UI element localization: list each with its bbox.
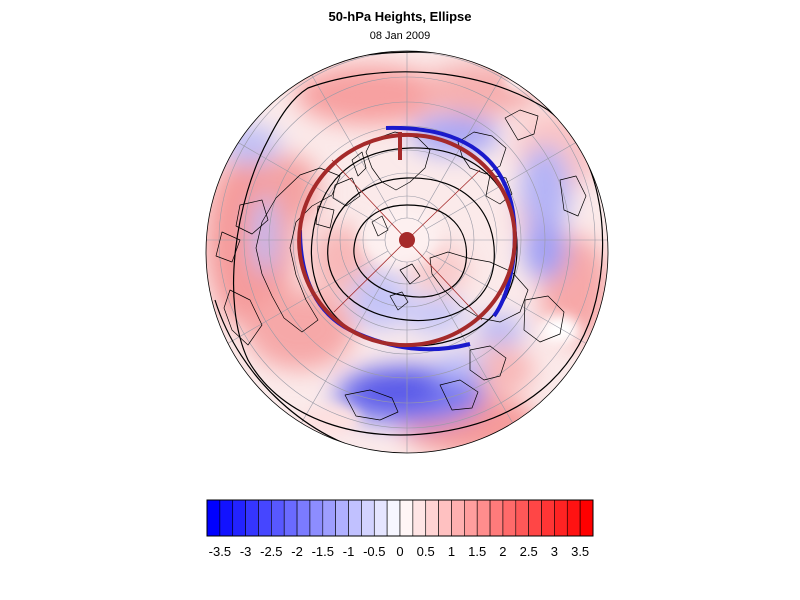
anomaly-field [206, 51, 608, 453]
colorbar-swatch [528, 499, 542, 537]
colorbar-tick-label: 0 [396, 544, 404, 559]
colorbar-swatch [554, 499, 568, 537]
colorbar-tick-label: -0.5 [363, 544, 386, 559]
colorbar-swatch [399, 499, 414, 537]
colorbar-swatch [271, 499, 285, 537]
colorbar-tick-label: -1 [342, 544, 355, 559]
colorbar-tick-label: -2.5 [260, 544, 283, 559]
colorbar-swatch [296, 499, 311, 537]
colorbar-swatch [245, 499, 259, 537]
colorbar-swatch [451, 499, 465, 537]
colorbar-swatch [438, 499, 452, 537]
colorbar-swatch [348, 499, 362, 537]
colorbar-tick-label: 3 [550, 544, 559, 559]
chart-title: 50-hPa Heights, Ellipse [328, 9, 472, 24]
colorbar-frame [206, 499, 594, 537]
colorbar-swatch [309, 499, 324, 537]
colorbar-swatch [566, 499, 581, 537]
meridian-line [286, 258, 397, 448]
colorbar-swatch [464, 499, 478, 537]
meridian-line [206, 250, 389, 361]
colorbar-tick-label: 0.5 [416, 544, 435, 559]
colorbar-tick-label: 2.5 [519, 544, 538, 559]
colorbar-swatch [412, 499, 427, 537]
colorbar-swatch [476, 499, 491, 537]
colorbar-tick-label: -1.5 [311, 544, 334, 559]
colorbar-swatch [232, 499, 246, 537]
colorbar-swatch [579, 499, 594, 537]
colorbar-swatch [515, 499, 529, 537]
colorbar-swatch [219, 499, 234, 537]
meridian-line [425, 250, 608, 361]
colorbar-tick-label: -3.5 [208, 544, 232, 559]
globe-outline [205, 50, 609, 454]
meridian-line [417, 258, 528, 448]
colorbar-tick-label: -2 [291, 544, 303, 559]
colorbar-swatch [489, 499, 504, 537]
colorbar-tick-label: -3 [239, 544, 252, 559]
colorbar-swatch [335, 499, 349, 537]
colorbar-swatch [206, 499, 221, 537]
colorbar-swatch [258, 499, 272, 537]
colorbar-swatch [541, 499, 555, 537]
chart-date: 08 Jan 2009 [369, 30, 431, 42]
colorbar-tick-label: 2 [499, 544, 507, 559]
colorbar-swatch [322, 499, 336, 537]
colorbar-tick-label: 1 [447, 544, 456, 559]
colorbar-tick-label: 1.5 [468, 544, 487, 559]
colorbar-swatch [386, 499, 401, 537]
ellipse-center-dot [399, 232, 415, 248]
fitted-ellipse [297, 132, 517, 348]
colorbar-swatch [283, 499, 298, 537]
colorbar-tick-label: 3.5 [571, 544, 590, 559]
colorbar-swatch [373, 499, 388, 537]
colorbar-swatch [425, 499, 439, 537]
colorbar-swatch [361, 499, 375, 537]
colorbar-swatch [502, 499, 517, 537]
